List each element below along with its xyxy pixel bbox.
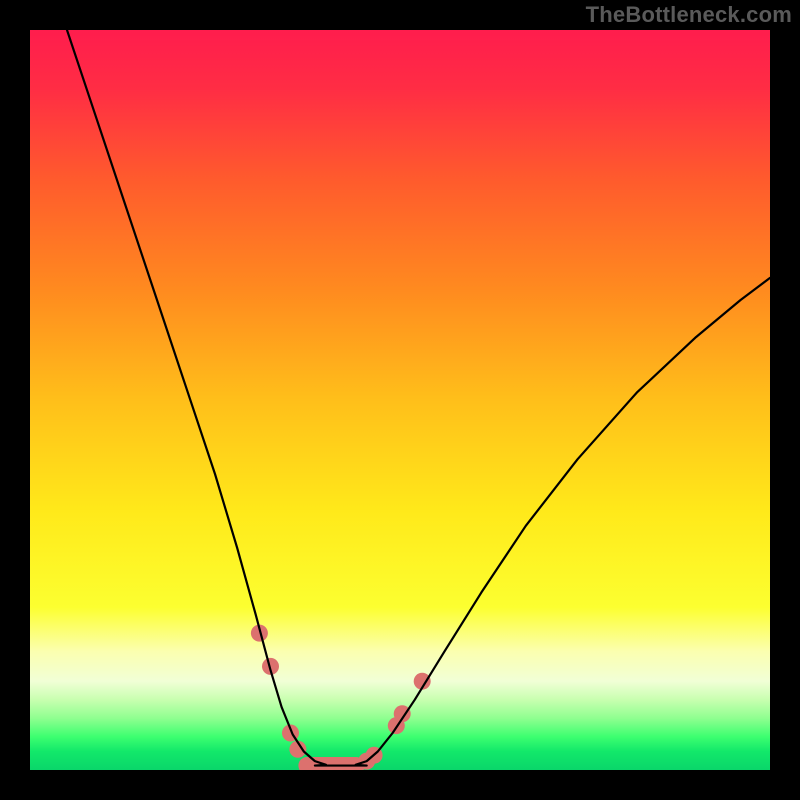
chart-svg bbox=[30, 30, 770, 770]
gradient-background bbox=[30, 30, 770, 770]
chart-plot-area bbox=[30, 30, 770, 770]
marker-flat-pill bbox=[298, 757, 364, 770]
watermark-text: TheBottleneck.com bbox=[586, 2, 792, 28]
